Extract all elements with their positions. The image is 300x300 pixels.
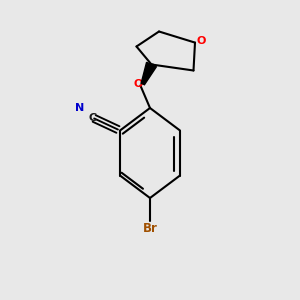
Text: O: O	[133, 79, 143, 89]
Text: Br: Br	[142, 221, 158, 235]
Text: N: N	[75, 103, 84, 113]
Text: O: O	[197, 36, 206, 46]
Polygon shape	[141, 62, 156, 85]
Text: C: C	[88, 113, 97, 124]
